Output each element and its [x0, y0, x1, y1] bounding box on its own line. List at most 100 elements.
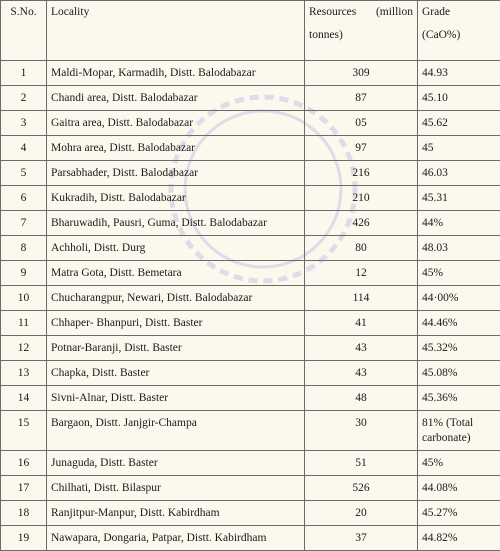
cell-grade: 81% (Total carbonate) — [418, 411, 500, 451]
cell-locality: Nawapara, Dongaria, Patpar, Distt. Kabir… — [47, 526, 305, 551]
cell-resources: 12 — [305, 261, 418, 286]
cell-sno: 6 — [1, 186, 47, 211]
cell-resources: 309 — [305, 61, 418, 86]
cell-resources: 87 — [305, 86, 418, 111]
cell-locality: Junaguda, Distt. Baster — [47, 451, 305, 476]
cell-grade: 45.27% — [418, 501, 500, 526]
cell-locality: Kukradih, Distt. Balodabazar — [47, 186, 305, 211]
cell-resources: 51 — [305, 451, 418, 476]
cell-sno: 19 — [1, 526, 47, 551]
cell-sno: 5 — [1, 161, 47, 186]
cell-grade: 46.03 — [418, 161, 500, 186]
cell-locality: Potnar-Baranji, Distt. Baster — [47, 336, 305, 361]
cell-locality: Mohra area, Distt. Balodabazar — [47, 136, 305, 161]
header-resources-word2: (million — [376, 5, 413, 20]
cell-locality: Maldi-Mopar, Karmadih, Distt. Balodabaza… — [47, 61, 305, 86]
cell-sno: 17 — [1, 476, 47, 501]
cell-resources: 30 — [305, 411, 418, 451]
cell-grade: 45% — [418, 451, 500, 476]
cell-locality: Chapka, Distt. Baster — [47, 361, 305, 386]
cell-sno: 4 — [1, 136, 47, 161]
cell-locality: Sivni-Alnar, Distt. Baster — [47, 386, 305, 411]
header-grade-line1: Grade — [422, 6, 450, 18]
header-grade-line2: (CaO%) — [422, 28, 496, 43]
cell-resources: 37 — [305, 526, 418, 551]
cell-grade: 45 — [418, 136, 500, 161]
cell-grade: 45.31 — [418, 186, 500, 211]
cell-locality: Bharuwadih, Pausri, Guma, Distt. Balodab… — [47, 211, 305, 236]
header-resources-unit: tonnes) — [309, 28, 413, 43]
header-grade: Grade (CaO%) — [418, 1, 500, 61]
cell-grade: 44% — [418, 211, 500, 236]
cell-grade: 45% — [418, 261, 500, 286]
header-resources: Resources (million tonnes) — [305, 1, 418, 61]
cell-sno: 11 — [1, 311, 47, 336]
cell-sno: 12 — [1, 336, 47, 361]
cell-grade: 45.10 — [418, 86, 500, 111]
cell-grade: 48.03 — [418, 236, 500, 261]
cell-resources: 80 — [305, 236, 418, 261]
cell-resources: 526 — [305, 476, 418, 501]
cell-sno: 10 — [1, 286, 47, 311]
cell-locality: Chhaper- Bhanpuri, Distt. Baster — [47, 311, 305, 336]
cell-sno: 3 — [1, 111, 47, 136]
cell-grade: 45.32% — [418, 336, 500, 361]
cell-grade: 44.08% — [418, 476, 500, 501]
cell-sno: 9 — [1, 261, 47, 286]
cell-sno: 15 — [1, 411, 47, 451]
cell-locality: Matra Gota, Distt. Bemetara — [47, 261, 305, 286]
cell-resources: 43 — [305, 336, 418, 361]
cell-resources: 41 — [305, 311, 418, 336]
cell-sno: 16 — [1, 451, 47, 476]
cell-resources: 97 — [305, 136, 418, 161]
cell-grade: 45.08% — [418, 361, 500, 386]
cell-resources: 20 — [305, 501, 418, 526]
cell-locality: Chilhati, Distt. Bilaspur — [47, 476, 305, 501]
cell-sno: 13 — [1, 361, 47, 386]
cell-locality: Bargaon, Distt. Janjgir-Champa — [47, 411, 305, 451]
cell-sno: 8 — [1, 236, 47, 261]
cell-resources: 426 — [305, 211, 418, 236]
cell-grade: 44.93 — [418, 61, 500, 86]
cell-locality: Ranjitpur-Manpur, Distt. Kabirdham — [47, 501, 305, 526]
cell-resources: 210 — [305, 186, 418, 211]
cell-grade: 45.62 — [418, 111, 500, 136]
header-resources-word1: Resources — [309, 5, 356, 20]
cell-locality: Gaitra area, Distt. Balodabazar — [47, 111, 305, 136]
cell-grade: 44.82% — [418, 526, 500, 551]
header-row: S.No. Locality Resources (million tonnes… — [1, 1, 500, 61]
cell-locality: Chandi area, Distt. Balodabazar — [47, 86, 305, 111]
cell-resources: 43 — [305, 361, 418, 386]
cell-locality: Parsabhader, Distt. Balodabazar — [47, 161, 305, 186]
cell-grade: 44·00% — [418, 286, 500, 311]
cell-locality: Achholi, Distt. Durg — [47, 236, 305, 261]
cell-resources: 216 — [305, 161, 418, 186]
cell-resources: 48 — [305, 386, 418, 411]
cell-grade: 45.36% — [418, 386, 500, 411]
cell-locality: Chucharangpur, Newari, Distt. Balodabaza… — [47, 286, 305, 311]
cell-sno: 14 — [1, 386, 47, 411]
cell-resources: 114 — [305, 286, 418, 311]
cell-resources: 05 — [305, 111, 418, 136]
cell-sno: 7 — [1, 211, 47, 236]
cell-grade: 44.46% — [418, 311, 500, 336]
